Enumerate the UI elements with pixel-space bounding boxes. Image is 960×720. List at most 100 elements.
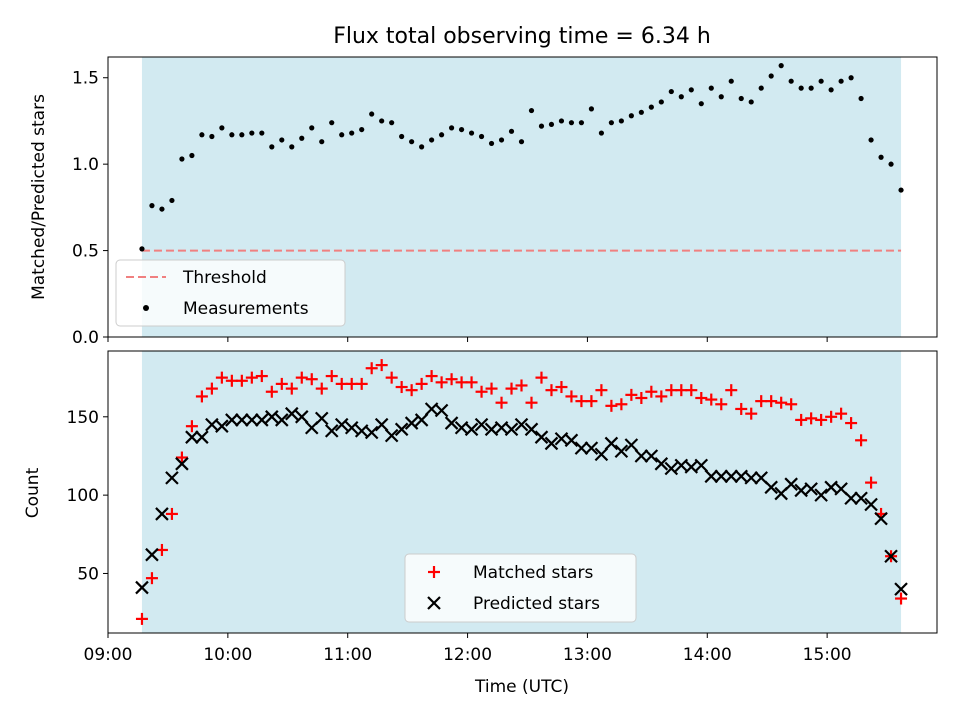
matched-point [775,396,788,409]
measurement-point [828,87,834,93]
predicted-point [524,422,539,437]
y-tick-label: 1.5 [72,69,99,89]
matched-point [625,388,638,401]
predicted-point [334,417,349,432]
measurement-point [259,130,265,136]
measurement-point [299,135,305,141]
predicted-point [195,430,209,444]
matched-point [245,371,258,384]
measurement-point [868,137,874,143]
predicted-point [285,406,299,421]
measurement-point [369,111,375,117]
x-tick-label: 15:00 [803,645,852,665]
predicted-point [884,549,898,564]
predicted-point [175,457,189,471]
measurement-point [279,137,285,143]
predicted-point [724,469,739,484]
measurement-point [319,139,325,145]
count-points [135,359,908,625]
predicted-point [654,457,669,471]
measurement-point [159,206,165,212]
panel-count: 50 100 150 09:00 10:00 11:00 12:00 13:00 14:00 1… [23,350,938,697]
predicted-point [275,413,289,427]
measurement-point [668,88,674,95]
y-tick-label: 0.0 [72,328,99,348]
measurement-point [758,85,764,91]
predicted-point [394,422,409,437]
measurement-point [528,107,535,114]
matched-point [645,385,658,398]
measurement-point [888,161,894,167]
y-axis-label: Count [23,467,43,518]
predicted-point [874,511,888,526]
predicted-point [594,447,609,462]
measurement-point [598,130,605,136]
chart-title: Flux total observing time = 6.34 h [333,24,711,49]
predicted-point [374,417,389,432]
matched-point [585,395,598,408]
predicted-point [245,413,259,427]
measurement-point [878,154,884,160]
x-tick-label: 09:00 [84,645,133,665]
measurement-point [219,125,225,131]
matched-point [515,379,528,392]
matched-point [895,592,908,605]
measurement-point [628,113,634,119]
x-axis-ticks: 09:00 10:00 11:00 12:00 13:00 14:00 15:00 [84,633,852,665]
matched-point [415,377,428,390]
x-tick-label: 13:00 [563,645,612,665]
measurement-point [199,132,205,138]
predicted-point [165,471,179,485]
predicted-point [474,417,489,432]
predicted-point [215,419,229,433]
measurement-point [419,144,425,150]
legend-box [404,553,637,623]
legend-measurement-label: Measurements [183,299,309,319]
matched-point [205,382,218,395]
measurement-point [618,118,624,124]
predicted-point [574,441,589,455]
predicted-point [404,416,419,430]
measurement-point [648,104,654,110]
predicted-point [744,471,759,485]
matched-point [545,384,558,397]
matched-point [285,382,298,395]
measurement-point [239,132,245,138]
measurement-point [838,78,844,84]
measurement-point [658,99,664,105]
measurement-point [409,139,415,145]
matched-point [655,390,668,403]
matched-point [595,384,608,397]
measurement-point [389,120,395,126]
measurement-point [718,94,724,100]
measurement-point [349,130,355,136]
matched-point [725,384,738,397]
predicted-point [434,403,449,418]
predicted-point [145,547,159,562]
predicted-point [265,410,279,424]
predicted-point [155,507,169,521]
measurement-point [498,137,505,143]
matched-point [745,407,758,420]
predicted-point [704,469,719,484]
plot-frame [107,350,938,634]
predicted-point [185,430,199,444]
measurement-point [568,120,575,126]
matched-point [495,396,508,409]
predicted-point [364,425,379,440]
x-axis-label: Time (UTC) [474,677,569,697]
measurement-point [329,120,335,126]
plot-frame [107,56,938,338]
matched-point [265,385,278,398]
predicted-point [814,488,828,502]
measurement-point [738,95,744,102]
predicted-point [764,480,778,495]
measurement-point [229,132,235,138]
matched-point [855,434,868,447]
matched-point [165,507,178,520]
legend-box [115,259,346,327]
measurement-point [538,123,545,129]
measurement-point [588,106,595,112]
measurement-point [448,125,455,131]
matched-point [215,371,228,384]
